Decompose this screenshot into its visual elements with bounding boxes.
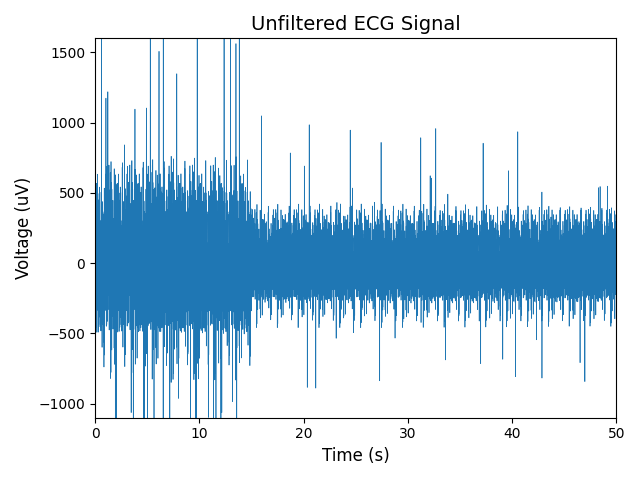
X-axis label: Time (s): Time (s)	[322, 447, 390, 465]
Title: Unfiltered ECG Signal: Unfiltered ECG Signal	[251, 15, 461, 34]
Y-axis label: Voltage (uV): Voltage (uV)	[15, 177, 33, 279]
